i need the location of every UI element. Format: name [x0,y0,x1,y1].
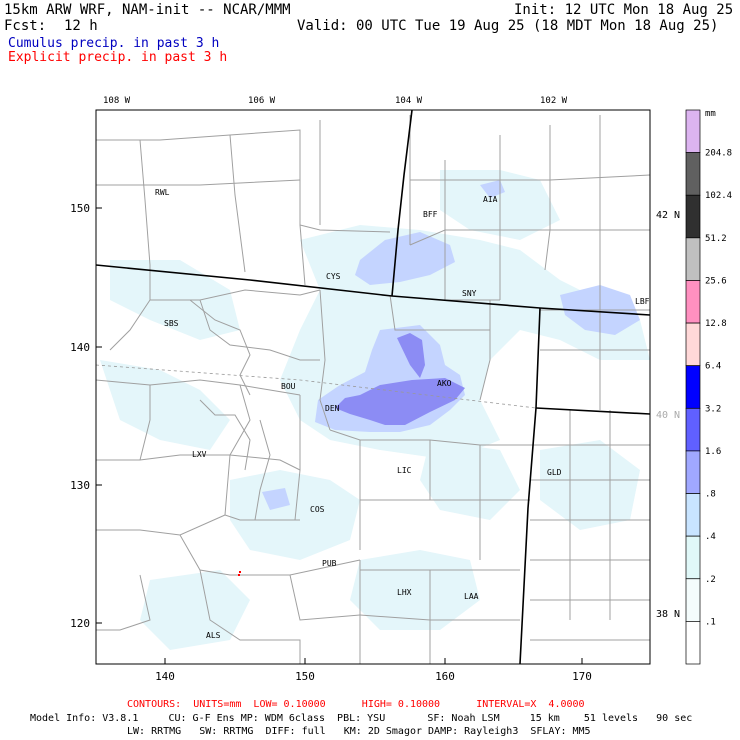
lon-label-108w: 108 W [103,96,131,106]
legend-label: .8 [705,490,716,500]
legend-swatch [685,493,701,537]
contours-line: CONTOURS: UNITS=mm LOW= 0.10000 HIGH= 0.… [127,699,585,710]
grid-y-label-150: 150 [70,202,90,215]
legend-label: .2 [705,575,716,585]
station-pub: PUB [322,559,337,568]
legend-swatch [685,280,701,324]
forecast-hour: 12 h [64,18,98,34]
legend-label: .4 [705,532,716,542]
station-bff: BFF [423,210,438,219]
legend-unit: mm [705,109,716,119]
legend-label: 204.8 [705,149,732,159]
legend-label: 51.2 [705,234,727,244]
parallel-40n [96,364,537,409]
station-den: DEN [325,404,340,413]
station-lhx: LHX [397,588,412,597]
legend-swatch [685,578,701,622]
legend-swatch [685,322,701,367]
station-gld: GLD [547,468,562,477]
legend-swatch [685,365,701,409]
legend-label: 3.2 [705,404,721,414]
heavy-precip-areas [335,333,465,425]
model-info-line1: Model Info: V3.8.1 CU: G-F Ens MP: WDM 6… [30,713,693,724]
map-frame [95,109,651,665]
legend-swatch [685,194,701,239]
map-ticks [96,207,583,664]
grid-x-label-170: 170 [572,670,592,683]
grid-x-label-140: 140 [155,670,175,683]
explicit-precip-marks [238,571,241,576]
station-als: ALS [206,631,221,640]
grid-y-label-120: 120 [70,617,90,630]
legend-swatch [685,450,701,494]
station-lbf: LBF [635,297,650,306]
legend-swatch [685,152,701,196]
lon-label-106w: 106 W [248,96,276,106]
forecast-label: Fcst: [4,18,47,34]
station-rwl: RWL [155,188,170,197]
legend-label: 12.8 [705,319,727,329]
explicit-label: Explicit precip. in past 3 h [8,50,228,65]
station-aia: AIA [483,195,498,204]
legend-swatch [685,407,701,452]
station-ako: AKO [437,379,452,388]
valid-time: Valid: 00 UTC Tue 19 Aug 25 (18 MDT Mon … [297,18,719,34]
station-laa: LAA [464,592,479,601]
init-time: Init: 12 UTC Mon 18 Aug 25 [514,2,734,18]
station-bou: BOU [281,382,296,391]
legend-swatch [685,535,701,580]
station-lxv: LXV [192,450,207,459]
state-borders [96,110,650,664]
grid-x-label-150: 150 [295,670,315,683]
lat-label-40n: 40 N [656,410,680,421]
lat-label-42n: 42 N [656,210,680,221]
station-cos: COS [310,505,325,514]
county-borders [96,115,650,664]
legend-swatch [685,109,701,153]
legend-label: 102.4 [705,191,732,201]
lon-label-104w: 104 W [395,96,423,106]
grid-x-label-160: 160 [435,670,455,683]
legend-label: 25.6 [705,276,727,286]
lat-label-38n: 38 N [656,609,680,620]
grid-y-label-140: 140 [70,341,90,354]
grid-y-label-130: 130 [70,479,90,492]
station-sbs: SBS [164,319,179,328]
model-title: 15km ARW WRF, NAM-init -- NCAR/MMM [4,2,291,18]
legend-label: 1.6 [705,447,721,457]
legend-label: .1 [705,617,716,627]
model-info-line2: LW: RRTMG SW: RRTMG DIFF: full KM: 2D Sm… [127,726,591,737]
station-lic: LIC [397,466,412,475]
lon-label-102w: 102 W [540,96,568,106]
legend-swatch [685,621,701,665]
precip-legend: mm 204.8 102.4 51.2 25.6 12.8 6.4 3.2 1.6 .8 .4 .2… [685,109,732,665]
station-cys: CYS [326,272,341,281]
station-sny: SNY [462,289,477,298]
cumulus-label: Cumulus precip. in past 3 h [8,36,220,51]
legend-label: 6.4 [705,362,721,372]
legend-swatch [685,237,701,281]
